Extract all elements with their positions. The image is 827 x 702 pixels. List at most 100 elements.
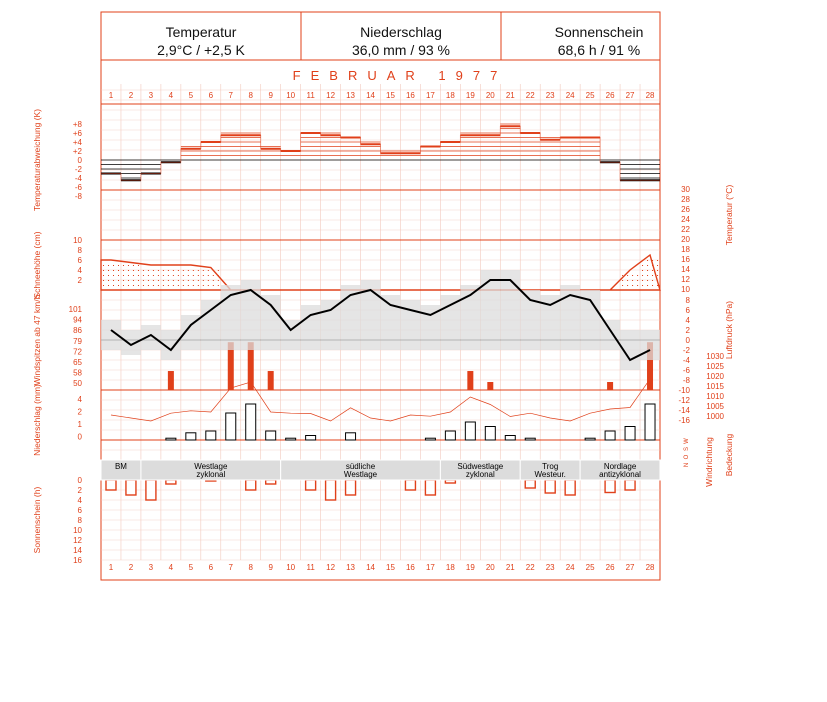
day-label-top: 19 [466, 91, 475, 100]
snow-dot [103, 285, 104, 286]
snow-dot [642, 270, 644, 271]
snow-dot [642, 280, 644, 281]
snow-dot [157, 285, 159, 286]
pressure-range [520, 290, 541, 350]
snow-dot [627, 285, 629, 286]
sunshine-tick: 14 [73, 546, 82, 555]
header-temperature: Temperatur 2,9°C / +2,5 K [101, 12, 301, 60]
snow-dot [167, 270, 169, 271]
weather-type-sublabel: antizyklonal [599, 470, 641, 479]
snow-dot [657, 265, 659, 266]
precip-bar [444, 430, 456, 441]
wind-axis-label: Windspitzen ab 47 km/h [32, 294, 42, 385]
sunshine-bar [324, 479, 337, 501]
snow-dot [172, 280, 174, 281]
weather-type-label: Westlage [194, 462, 228, 471]
month-title: FEBRUAR 1977 [293, 68, 508, 83]
pressure-abs-tick: 1005 [706, 402, 724, 411]
snow-dot [177, 270, 179, 271]
header-precipitation-label: Niederschlag [360, 24, 442, 40]
temp-abs-tick: 20 [681, 235, 690, 244]
day-label-top: 7 [229, 91, 234, 100]
pressure-range [400, 300, 421, 350]
snow-dot [217, 280, 219, 281]
snow-dot [212, 280, 214, 281]
sunshine-tick: 6 [78, 506, 83, 515]
snow-dot [192, 270, 194, 271]
temp-abs-tick: 24 [681, 215, 690, 224]
snow-dot [113, 270, 114, 271]
snow-dot [167, 275, 169, 276]
snow-dot [137, 280, 139, 281]
sunshine-axis-label: Sonnenschein (h) [32, 487, 42, 554]
snow-dot [217, 285, 219, 286]
snow-dot [647, 270, 649, 271]
sunshine-tick: 16 [73, 556, 82, 565]
weather-type-label: Südwestlage [457, 462, 503, 471]
pressure-range [480, 270, 501, 350]
snow-dot [202, 270, 204, 271]
sunshine-tick: 12 [73, 536, 82, 545]
snow-dot [217, 270, 219, 271]
pressure-range [380, 295, 401, 350]
snow-dot [113, 280, 114, 281]
precip-bar [345, 432, 357, 441]
day-label-bottom: 26 [606, 563, 615, 572]
pressure-abs-tick: 1030 [706, 352, 724, 361]
temp-tick: -4 [75, 174, 83, 183]
precip-bar [524, 437, 536, 441]
pressure-rel-tick: -10 [678, 386, 690, 395]
temp-outline [101, 125, 660, 181]
precip-tick: 1 [78, 420, 83, 429]
snow-dot [157, 275, 159, 276]
temp-axis-label: Temperaturabweichung (K) [32, 109, 42, 211]
pressure-rel-tick: -6 [683, 366, 691, 375]
snow-dot [152, 275, 154, 276]
day-label-top: 15 [386, 91, 395, 100]
snow-dot [103, 265, 104, 266]
day-label-top: 28 [646, 91, 655, 100]
precip-bar [225, 412, 237, 441]
chart-frame [100, 11, 661, 581]
pressure-rel-tick: -4 [683, 356, 691, 365]
direction-tick: W [684, 438, 690, 444]
day-label-bottom: 7 [229, 563, 234, 572]
pressure-abs-tick: 1010 [706, 392, 724, 401]
temp-abs-tick: 30 [681, 185, 690, 194]
weather-type-label: BM [115, 462, 127, 471]
day-label-top: 16 [406, 91, 415, 100]
day-label-bottom: 9 [268, 563, 273, 572]
snow-dot [137, 285, 139, 286]
day-label-top: 23 [546, 91, 555, 100]
pressure-axis-label: Luftdruck (hPa) [724, 301, 734, 359]
day-label-top: 9 [268, 91, 273, 100]
pressure-range [540, 295, 561, 350]
weather-type-sublabel: Westlage [344, 470, 378, 479]
precip-axis-label: Niederschlag (mm) [32, 384, 42, 456]
snow-dot [192, 275, 194, 276]
snow-dot [137, 275, 139, 276]
day-label-bottom: 15 [386, 563, 395, 572]
precip-bar [265, 430, 277, 441]
snow-line [100, 253, 661, 291]
humidity-line [110, 378, 651, 422]
snow-dot [118, 270, 119, 271]
pressure-rel-tick: 0 [686, 336, 691, 345]
snow-dot [207, 285, 209, 286]
snow-dot [182, 270, 184, 271]
temp-abs-tick: 28 [681, 195, 690, 204]
snow-dot [127, 280, 129, 281]
pressure-range [360, 280, 381, 350]
snow-dot [152, 280, 154, 281]
day-label-top: 25 [586, 91, 595, 100]
day-label-bottom: 5 [189, 563, 194, 572]
snow-dot [113, 285, 114, 286]
day-label-bottom: 8 [249, 563, 254, 572]
day-label-bottom: 18 [446, 563, 455, 572]
snow-dot [122, 270, 124, 271]
pressure-range [600, 320, 621, 350]
snow-dot [192, 285, 194, 286]
temp-abs-tick: 16 [681, 255, 690, 264]
snow-dot [627, 280, 629, 281]
